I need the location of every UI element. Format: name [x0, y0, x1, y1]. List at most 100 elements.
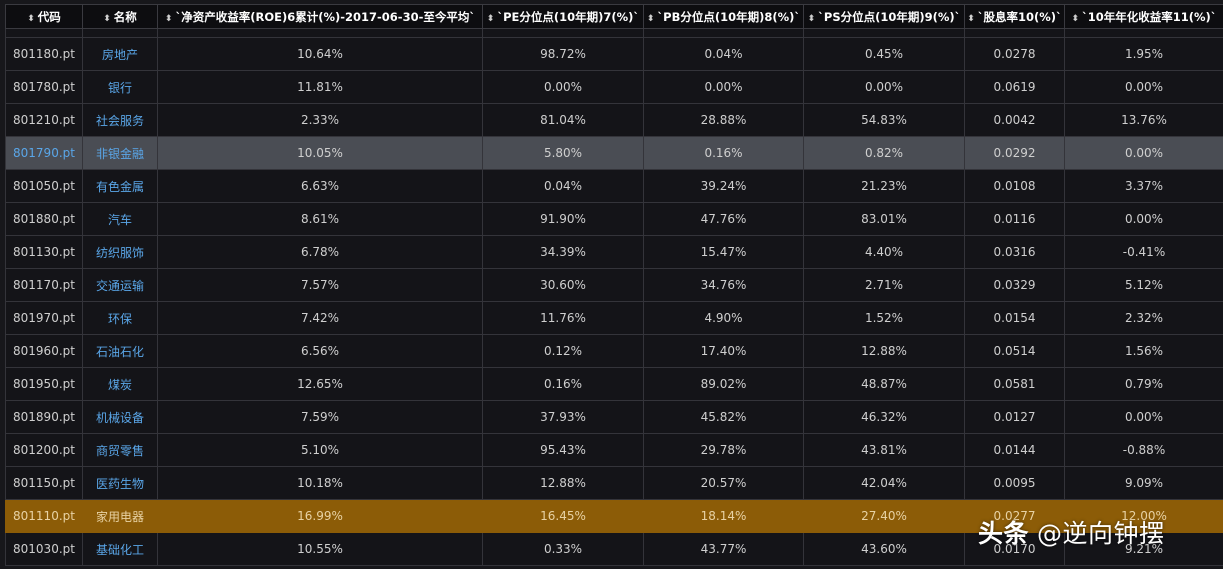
cell-pe-percentile: 12.88%	[482, 466, 644, 500]
cell-code: 801790.pt	[5, 136, 83, 170]
cell-roe: 10.55%	[157, 532, 483, 566]
cell-pe-percentile: 0.00%	[482, 70, 644, 104]
column-header-dividend-yield[interactable]: ⬍ `股息率10(%)`	[964, 4, 1065, 29]
data-table-container: ⬍ 代码 ⬍ 名称 ⬍ `净资产收益率(ROE)6累计(%)-2017-06-30-至…	[5, 4, 1223, 566]
cell-name[interactable]: 家用电器	[82, 499, 158, 533]
table-header: ⬍ 代码 ⬍ 名称 ⬍ `净资产收益率(ROE)6累计(%)-2017-06-30-至…	[5, 4, 1223, 29]
column-header-label: `PS分位点(10年期)9(%)`	[818, 9, 961, 24]
sort-icon[interactable]: ⬍	[103, 13, 111, 24]
table-row[interactable]: 801950.pt 煤炭 12.65% 0.16% 89.02% 48.87% 0.0581…	[5, 367, 1223, 401]
table-row-partial	[5, 28, 1223, 38]
cell-ps-percentile: 46.32%	[803, 400, 965, 434]
cell-ps-percentile: 0.82%	[803, 136, 965, 170]
cell-ps-percentile: 1.52%	[803, 301, 965, 335]
cell-10y-return: 1.95%	[1064, 37, 1223, 71]
cell-roe: 8.61%	[157, 202, 483, 236]
column-header-label: `10年年化收益率11(%)`	[1082, 9, 1217, 24]
column-header-roe[interactable]: ⬍ `净资产收益率(ROE)6累计(%)-2017-06-30-至今平均`	[157, 4, 483, 29]
cell-pe-percentile: 5.80%	[482, 136, 644, 170]
sort-icon[interactable]: ⬍	[967, 13, 975, 24]
cell-pb-percentile: 29.78%	[643, 433, 804, 467]
cell-pb-percentile: 43.77%	[643, 532, 804, 566]
table-row[interactable]: 801050.pt 有色金属 6.63% 0.04% 39.24% 21.23% 0.010…	[5, 169, 1223, 203]
cell-name[interactable]: 汽车	[82, 202, 158, 236]
table-body: 801180.pt 房地产 10.64% 98.72% 0.04% 0.45% 0.0278…	[5, 28, 1223, 566]
table-row[interactable]: 801150.pt 医药生物 10.18% 12.88% 20.57% 42.04% 0.0…	[5, 466, 1223, 500]
column-header-code[interactable]: ⬍ 代码	[5, 4, 83, 29]
cell-dividend-yield: 0.0329	[964, 268, 1065, 302]
cell-pb-percentile: 4.90%	[643, 301, 804, 335]
cell-name[interactable]: 房地产	[82, 37, 158, 71]
sort-icon[interactable]: ⬍	[486, 13, 495, 24]
table-row[interactable]: 801790.pt 非银金融 10.05% 5.80% 0.16% 0.82% 0.0292…	[5, 136, 1223, 170]
sort-icon[interactable]: ⬍	[646, 13, 655, 24]
cell-pe-percentile: 0.33%	[482, 532, 644, 566]
column-header-label: `股息率10(%)`	[977, 9, 1062, 24]
cell-10y-return: 0.00%	[1064, 400, 1223, 434]
table-row[interactable]: 801960.pt 石油石化 6.56% 0.12% 17.40% 12.88% 0.051…	[5, 334, 1223, 368]
cell-ps-percentile: 43.60%	[803, 532, 965, 566]
table-row[interactable]: 801880.pt 汽车 8.61% 91.90% 47.76% 83.01% 0.0116…	[5, 202, 1223, 236]
cell-dividend-yield: 0.0292	[964, 136, 1065, 170]
column-header-label: `PE分位点(10年期)7(%)`	[497, 9, 640, 24]
table-row[interactable]: 801110.pt 家用电器 16.99% 16.45% 18.14% 27.40% 0.0…	[5, 499, 1223, 533]
cell-roe: 7.42%	[157, 301, 483, 335]
sort-icon[interactable]: ⬍	[27, 13, 35, 24]
cell-pe-percentile: 37.93%	[482, 400, 644, 434]
watermark-brand: 头条	[978, 519, 1030, 548]
cell-name[interactable]: 环保	[82, 301, 158, 335]
table-row[interactable]: 801970.pt 环保 7.42% 11.76% 4.90% 1.52% 0.0154 2.…	[5, 301, 1223, 335]
cell-dividend-yield: 0.0581	[964, 367, 1065, 401]
column-header-ps-percentile[interactable]: ⬍ `PS分位点(10年期)9(%)`	[803, 4, 965, 29]
table-row[interactable]: 801180.pt 房地产 10.64% 98.72% 0.04% 0.45% 0.0278…	[5, 37, 1223, 71]
cell-name[interactable]: 有色金属	[82, 169, 158, 203]
cell-roe: 10.64%	[157, 37, 483, 71]
cell-ps-percentile: 0.45%	[803, 37, 965, 71]
cell-pb-percentile: 20.57%	[643, 466, 804, 500]
cell-code: 801170.pt	[5, 268, 83, 302]
cell-pb-percentile: 0.00%	[643, 70, 804, 104]
sort-icon[interactable]: ⬍	[807, 13, 816, 24]
table-row[interactable]: 801030.pt 基础化工 10.55% 0.33% 43.77% 43.60% 0.01…	[5, 532, 1223, 566]
cell-name[interactable]: 煤炭	[82, 367, 158, 401]
table-row[interactable]: 801210.pt 社会服务 2.33% 81.04% 28.88% 54.83% 0.00…	[5, 103, 1223, 137]
cell-roe: 6.56%	[157, 334, 483, 368]
cell-pe-percentile: 0.04%	[482, 169, 644, 203]
column-header-10y-return[interactable]: ⬍ `10年年化收益率11(%)`	[1064, 4, 1223, 29]
cell-dividend-yield: 0.0170	[964, 532, 1065, 566]
cell-10y-return: 0.00%	[1064, 70, 1223, 104]
cell-name[interactable]: 机械设备	[82, 400, 158, 434]
column-header-label: `净资产收益率(ROE)6累计(%)-2017-06-30-至今平均`	[175, 9, 476, 24]
cell-pe-percentile: 0.16%	[482, 367, 644, 401]
cell-name[interactable]: 非银金融	[82, 136, 158, 170]
cell-dividend-yield: 0.0095	[964, 466, 1065, 500]
cell-pe-percentile: 30.60%	[482, 268, 644, 302]
cell-code: 801890.pt	[5, 400, 83, 434]
cell-name[interactable]: 交通运输	[82, 268, 158, 302]
table-row[interactable]: 801890.pt 机械设备 7.59% 37.93% 45.82% 46.32% 0.01…	[5, 400, 1223, 434]
cell-name[interactable]: 医药生物	[82, 466, 158, 500]
cell-name[interactable]: 纺织服饰	[82, 235, 158, 269]
sort-icon[interactable]: ⬍	[164, 13, 173, 24]
table-row[interactable]: 801200.pt 商贸零售 5.10% 95.43% 29.78% 43.81% 0.01…	[5, 433, 1223, 467]
cell-roe: 6.63%	[157, 169, 483, 203]
cell-pb-percentile: 45.82%	[643, 400, 804, 434]
column-header-name[interactable]: ⬍ 名称	[82, 4, 158, 29]
cell-ps-percentile: 27.40%	[803, 499, 965, 533]
cell-name[interactable]: 石油石化	[82, 334, 158, 368]
table-row[interactable]: 801130.pt 纺织服饰 6.78% 34.39% 15.47% 4.40% 0.031…	[5, 235, 1223, 269]
cell-name[interactable]: 银行	[82, 70, 158, 104]
table-row[interactable]: 801780.pt 银行 11.81% 0.00% 0.00% 0.00% 0.0619 0.…	[5, 70, 1223, 104]
cell-roe: 11.81%	[157, 70, 483, 104]
cell-10y-return: 0.00%	[1064, 136, 1223, 170]
cell-pe-percentile: 34.39%	[482, 235, 644, 269]
column-header-pe-percentile[interactable]: ⬍ `PE分位点(10年期)7(%)`	[482, 4, 644, 29]
cell-pe-percentile: 16.45%	[482, 499, 644, 533]
cell-ps-percentile: 0.00%	[803, 70, 965, 104]
table-row[interactable]: 801170.pt 交通运输 7.57% 30.60% 34.76% 2.71% 0.032…	[5, 268, 1223, 302]
column-header-pb-percentile[interactable]: ⬍ `PB分位点(10年期)8(%)`	[643, 4, 804, 29]
cell-name[interactable]: 商贸零售	[82, 433, 158, 467]
sort-icon[interactable]: ⬍	[1071, 13, 1079, 24]
cell-name[interactable]: 基础化工	[82, 532, 158, 566]
cell-name[interactable]: 社会服务	[82, 103, 158, 137]
